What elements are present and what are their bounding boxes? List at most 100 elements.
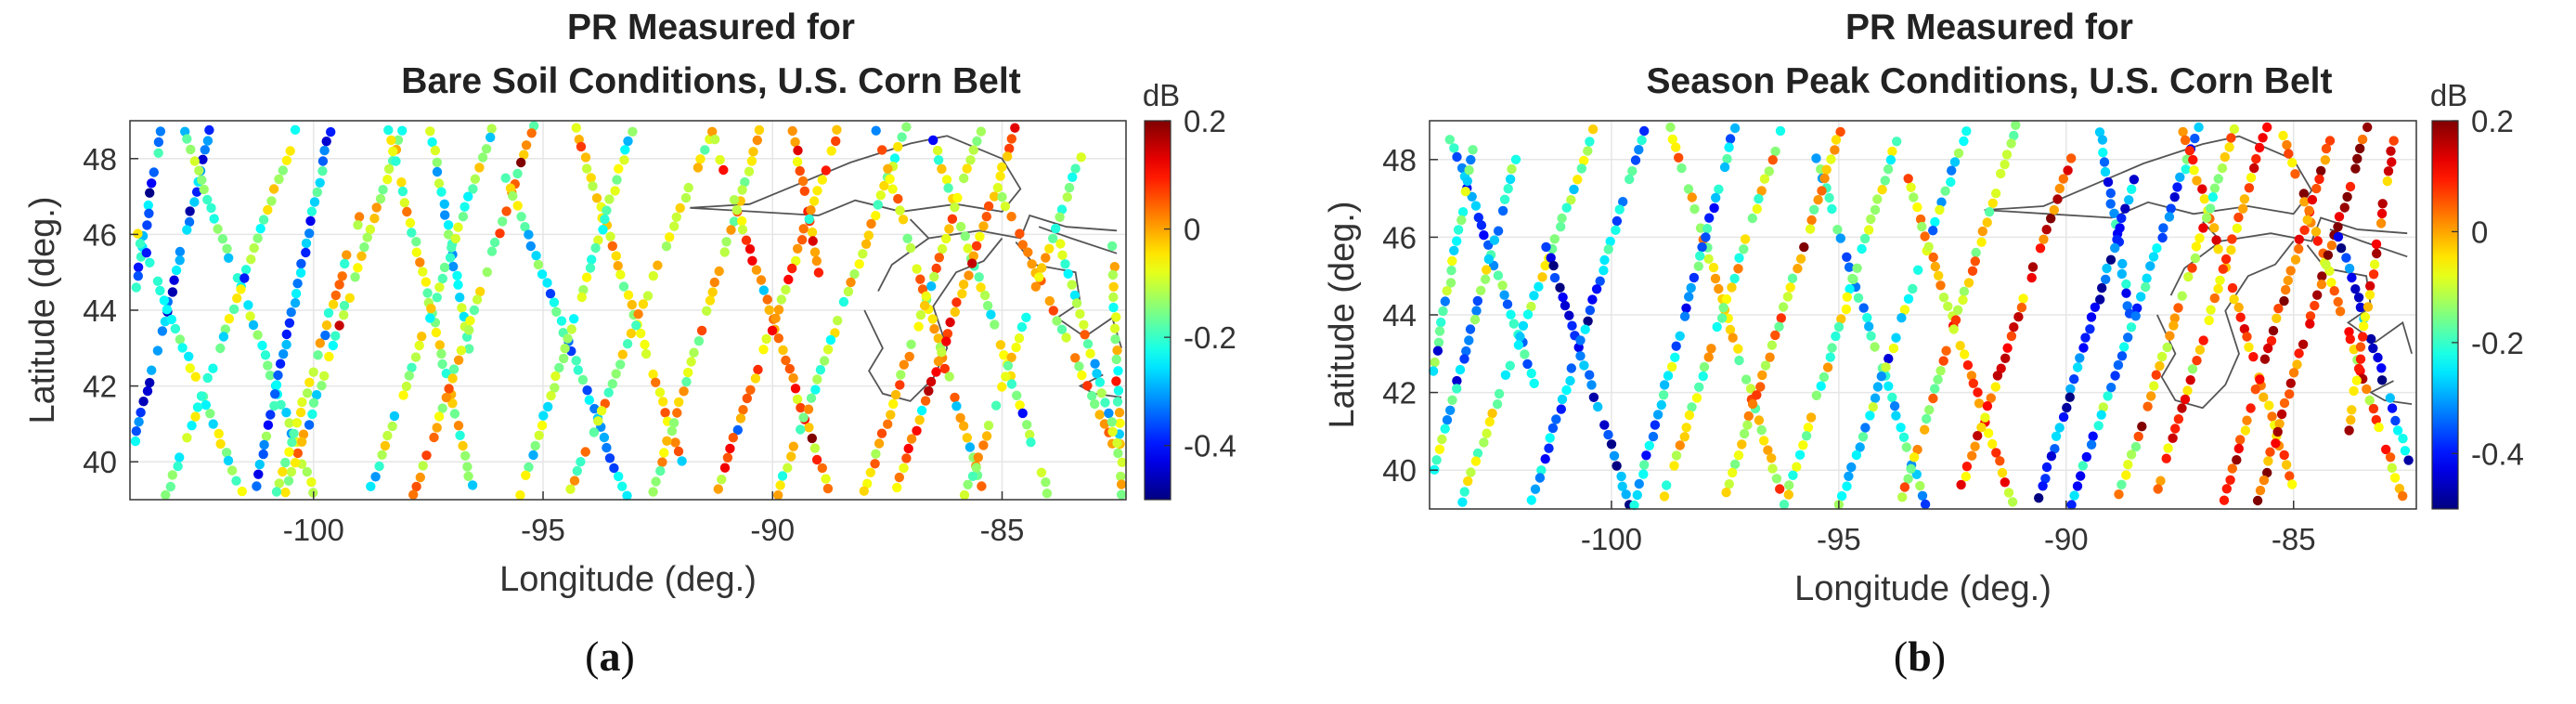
scatter-point — [369, 214, 380, 224]
scatter-point — [202, 136, 214, 146]
scatter-point — [1433, 337, 1444, 347]
scatter-point — [2141, 281, 2151, 293]
scatter-point — [937, 243, 948, 254]
scatter-point — [669, 221, 680, 231]
scatter-point — [886, 410, 896, 420]
scatter-point — [2213, 244, 2223, 254]
scatter-point — [1500, 370, 1511, 380]
scatter-point — [317, 166, 328, 176]
scatter-point — [566, 324, 576, 334]
chart-subtitle: Bare Soil Conditions, U.S. Corn Belt — [401, 61, 1020, 101]
scatter-point — [675, 202, 685, 214]
scatter-point — [1935, 280, 1946, 291]
scatter-point — [905, 242, 916, 254]
scatter-point — [486, 124, 497, 134]
scatter-point — [1455, 364, 1466, 375]
scatter-point — [295, 267, 306, 278]
scatter-point — [2113, 359, 2124, 371]
scatter-point — [2204, 315, 2214, 326]
scatter-point — [1515, 332, 1525, 342]
scatter-point — [1737, 439, 1747, 450]
scatter-point — [1817, 186, 1827, 196]
scatter-point — [1056, 324, 1068, 334]
scatter-point — [2016, 302, 2027, 313]
scatter-point — [2003, 488, 2014, 498]
scatter-point — [1561, 385, 1572, 396]
y-tick-label: 42 — [83, 370, 117, 404]
scatter-point — [1479, 437, 1489, 448]
scatter-point — [1759, 174, 1770, 184]
scatter-point — [2333, 231, 2344, 242]
scatter-point — [1482, 265, 1492, 275]
scatter-point — [458, 440, 468, 451]
scatter-point — [197, 175, 207, 185]
scatter-point — [1842, 252, 1852, 262]
scatter-point — [2187, 263, 2197, 273]
scatter-point — [1472, 295, 1483, 306]
scatter-point — [600, 214, 610, 225]
scatter-point — [1114, 408, 1125, 418]
scatter-point — [530, 440, 540, 451]
scatter-point — [2066, 153, 2077, 163]
scatter-point — [2229, 124, 2240, 135]
scatter-point — [519, 150, 529, 160]
scatter-point — [788, 441, 798, 451]
scatter-point — [2321, 259, 2331, 270]
scatter-point — [1107, 269, 1119, 280]
scatter-point — [1003, 360, 1014, 371]
scatter-point — [2201, 213, 2212, 223]
scatter-point — [1719, 162, 1730, 173]
scatter-point — [2129, 175, 2140, 185]
scatter-point — [654, 387, 666, 398]
scatter-point — [2194, 345, 2206, 355]
x-tick-label: -90 — [2044, 522, 2089, 556]
scatter-point — [1557, 394, 1568, 405]
scatter-point — [408, 489, 419, 500]
scatter-point — [1549, 234, 1560, 244]
scatter-point — [1428, 366, 1439, 376]
scatter-point — [143, 200, 153, 211]
scatter-point — [1767, 340, 1778, 350]
scatter-point — [278, 349, 289, 359]
scatter-point — [1819, 173, 1830, 184]
scatter-point — [391, 156, 401, 166]
scatter-point — [1459, 354, 1469, 364]
scatter-point — [1079, 319, 1089, 330]
scatter-point — [1117, 457, 1128, 467]
scatter-point — [906, 434, 917, 444]
scatter-point — [975, 231, 985, 241]
scatter-point — [1621, 489, 1631, 500]
scatter-point — [950, 306, 960, 318]
scatter-point — [2123, 460, 2133, 470]
scatter-point — [731, 204, 743, 215]
scatter-point — [1583, 316, 1593, 326]
scatter-point — [304, 420, 315, 430]
scatter-point — [1913, 265, 1923, 275]
scatter-point — [2205, 203, 2216, 214]
scatter-point — [748, 147, 758, 157]
scatter-point — [1614, 204, 1625, 215]
scatter-point — [1580, 324, 1590, 334]
scatter-point — [2183, 271, 2194, 282]
scatter-point — [619, 155, 629, 165]
scatter-point — [2341, 253, 2351, 263]
scatter-point — [182, 225, 192, 235]
scatter-point — [1540, 454, 1550, 464]
scatter-point — [246, 254, 256, 265]
scatter-point — [2098, 402, 2108, 412]
scatter-point — [895, 380, 905, 390]
scatter-point — [777, 471, 788, 481]
scatter-point — [421, 277, 431, 287]
scatter-point — [1112, 437, 1122, 449]
scatter-point — [889, 153, 900, 163]
scatter-point — [959, 173, 969, 184]
scatter-point — [551, 306, 562, 317]
scatter-point — [1725, 324, 1736, 335]
scatter-point — [1566, 363, 1577, 373]
scatter-point — [1625, 174, 1635, 185]
scatter-point — [131, 282, 141, 293]
scatter-point — [1703, 352, 1714, 362]
scatter-point — [1756, 186, 1767, 196]
scatter-point — [2368, 343, 2378, 354]
